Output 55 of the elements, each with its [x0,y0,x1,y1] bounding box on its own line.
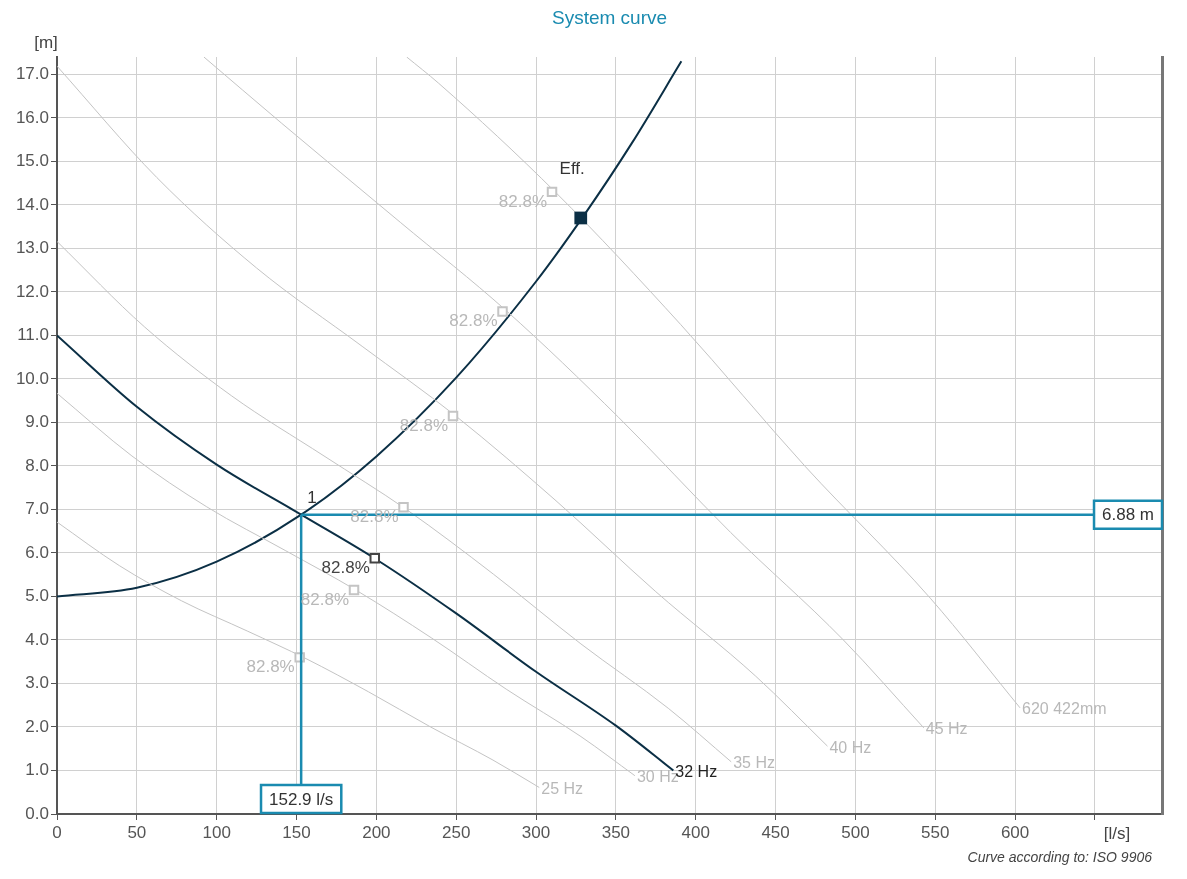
y-tick-label: 9.0 [25,412,49,432]
x-tick-label: 400 [681,822,710,842]
y-tick-label: 0.0 [25,803,49,823]
x-tick-label: 50 [127,822,147,842]
y-tick-label: 3.0 [25,673,49,693]
y-tick-label: 16.0 [15,107,49,127]
y-tick-label: 10.0 [15,368,49,388]
y-tick-label: 12.0 [15,281,49,301]
y-tick-label: 14.0 [15,194,49,214]
x-tick-label: 500 [841,822,870,842]
point [497,306,508,317]
annotation: 82.8% [498,191,548,211]
y-tick-label: 17.0 [15,64,49,84]
ref-line-label: 152.9 l/s [269,789,334,809]
series-label: 40 Hz [829,738,872,756]
x-tick-label: 450 [761,822,790,842]
chart-title: System curve [551,7,668,29]
point [369,552,381,564]
point [398,502,409,513]
y-tick-label: 5.0 [25,586,49,606]
x-tick-label: 300 [521,822,551,842]
point [546,186,558,198]
x-tick-label: 0 [52,822,62,842]
series-label: 35 Hz [733,754,775,772]
x-axis-title: [l/s] [1103,823,1131,843]
annotation: Eff. [559,158,585,178]
x-tick-label: 550 [921,822,950,842]
y-tick-label: 7.0 [25,499,49,519]
x-tick-label: 250 [442,822,471,842]
point [574,211,588,225]
series-label: 25 Hz [541,779,584,797]
annotation: 82.8% [321,557,370,577]
point [348,584,360,596]
series-label: 620 422mm [1022,700,1107,718]
text: Curve according to: ISO 9906 [967,848,1153,865]
x-tick-label: 600 [1000,822,1030,842]
annotation: 82.8% [246,657,295,677]
y-tick-label: 6.0 [25,542,49,562]
x-tick-label: 200 [362,822,391,842]
ref-line-label: 6.88 m [1102,505,1155,525]
point [447,410,459,422]
annotation: 82.8% [449,311,498,331]
y-tick-label: 11.0 [17,325,49,345]
y-axis-title: [m] [34,32,58,52]
y-tick-label: 15.0 [15,151,49,171]
y-tick-label: 2.0 [25,716,49,736]
x-tick-label: 350 [601,822,631,842]
y-tick-label: 1.0 [25,760,49,780]
x-tick-label: 150 [282,822,311,842]
y-tick-label: 4.0 [25,629,49,649]
x-tick-label: 100 [202,822,231,842]
y-tick-label: 13.0 [15,238,49,258]
y-tick-label: 8.0 [25,455,49,475]
annotation: 1 [307,487,317,507]
series-label: 45 Hz [925,720,968,738]
